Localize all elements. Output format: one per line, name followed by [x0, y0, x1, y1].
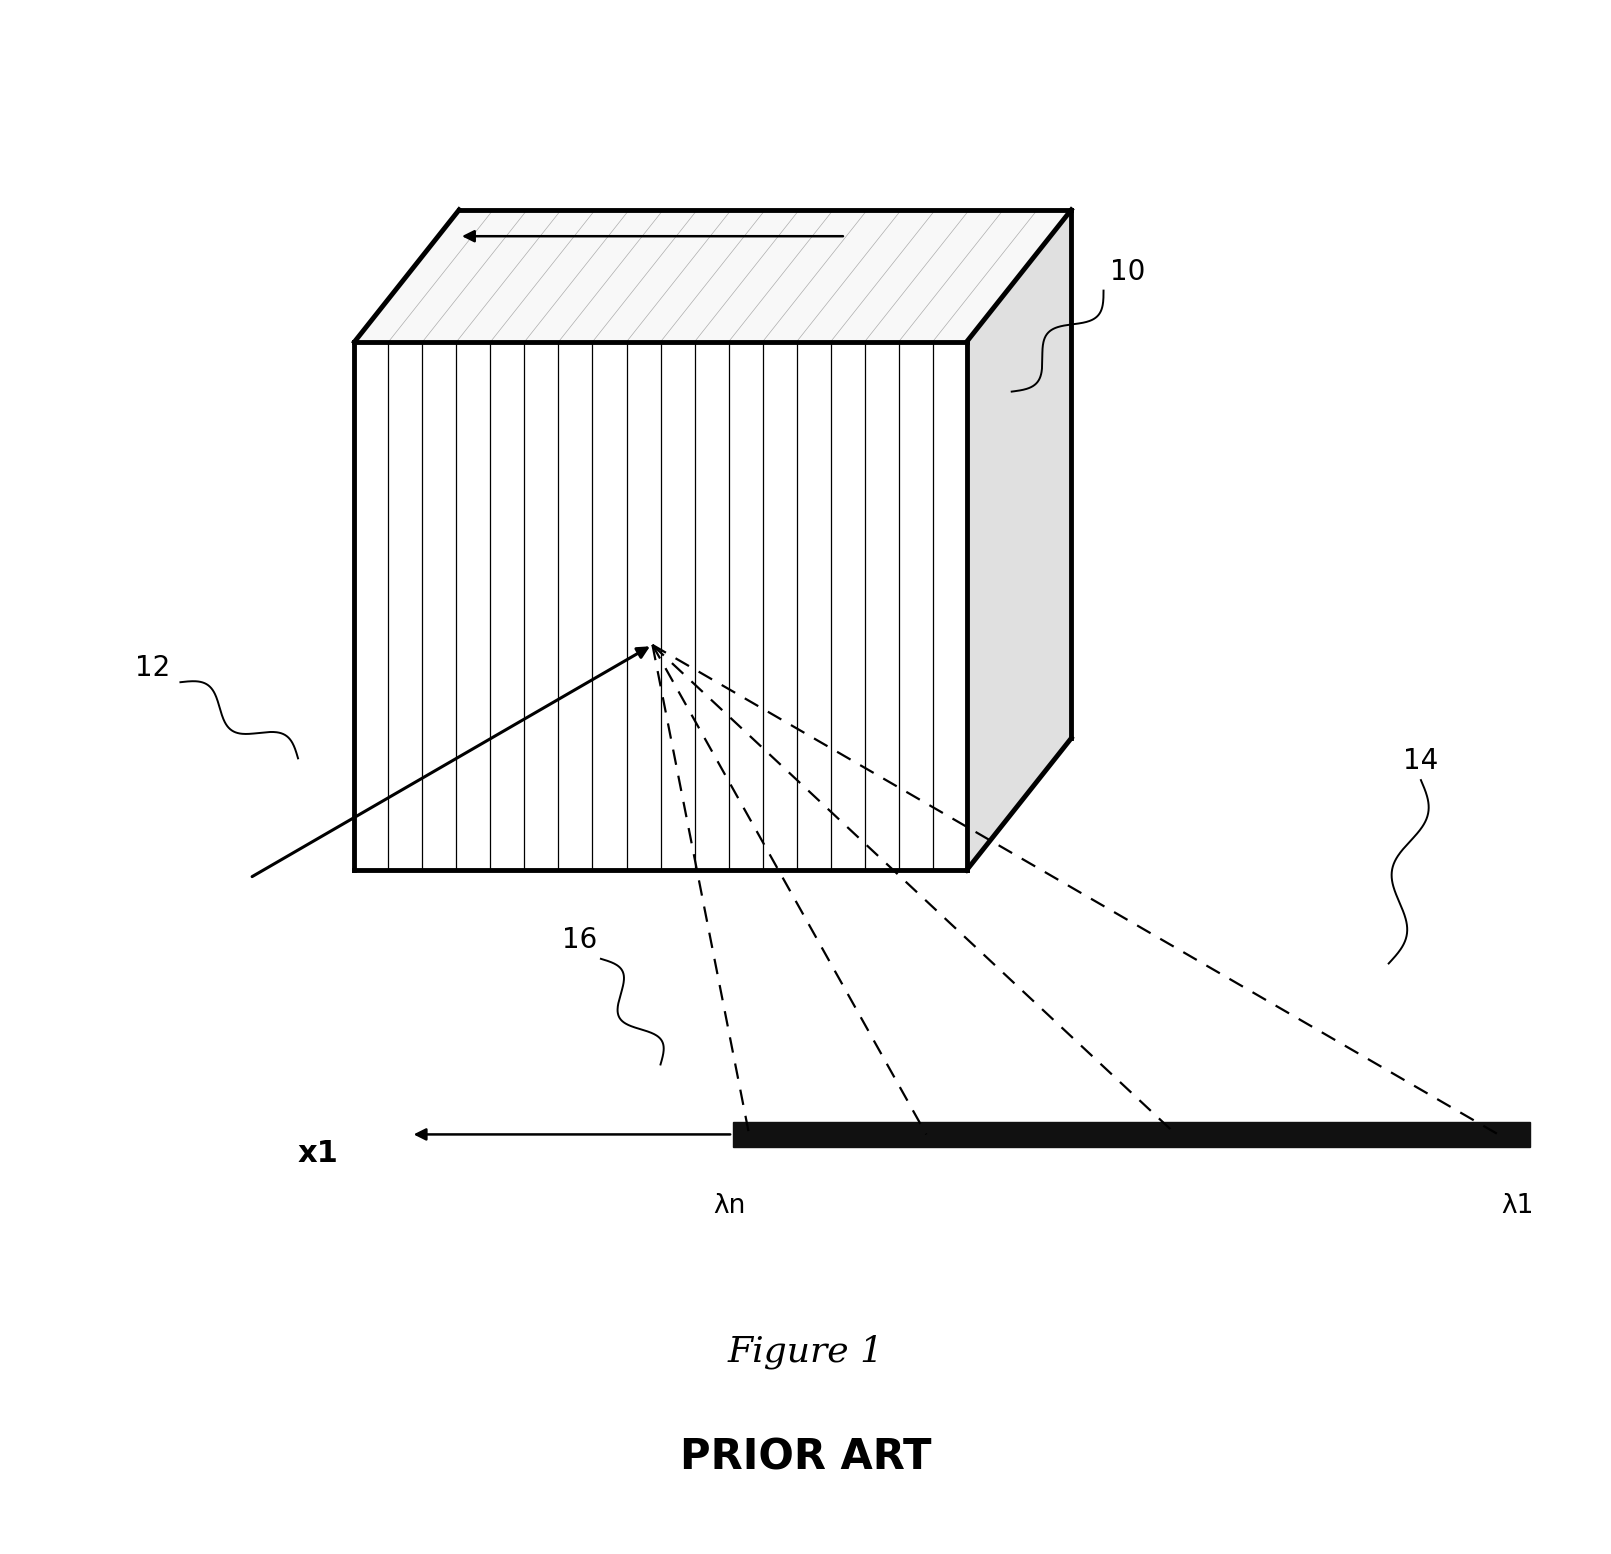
Text: 14: 14 — [1403, 747, 1439, 775]
Bar — [733, 1122, 1530, 1147]
Text: λ1: λ1 — [1501, 1193, 1534, 1220]
Text: 16: 16 — [562, 926, 598, 954]
Polygon shape — [354, 342, 967, 870]
Text: Figure 1: Figure 1 — [728, 1335, 883, 1369]
Text: 10: 10 — [1110, 258, 1145, 286]
Text: x1: x1 — [298, 1139, 338, 1167]
Text: PRIOR ART: PRIOR ART — [680, 1436, 931, 1479]
Polygon shape — [354, 210, 1071, 342]
Text: λn: λn — [714, 1193, 746, 1220]
Polygon shape — [967, 210, 1071, 870]
Text: 12: 12 — [135, 654, 171, 682]
